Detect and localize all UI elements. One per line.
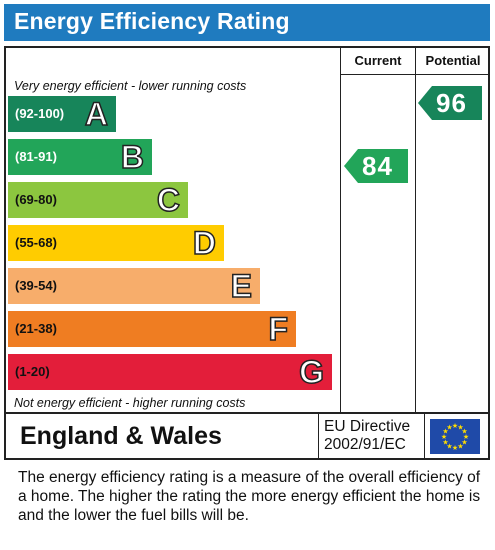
potential-rating-value: 96 xyxy=(436,88,467,118)
band-letter: E xyxy=(230,267,253,305)
band-letter: B xyxy=(120,138,145,176)
band-range: (92-100) xyxy=(15,106,65,121)
band-letter: G xyxy=(298,353,324,391)
header-underline xyxy=(340,74,488,75)
band-g: (1-20) G xyxy=(8,353,332,391)
band-b: (81-91) B xyxy=(8,138,152,176)
potential-arrow-shape xyxy=(418,86,482,120)
band-range: (39-54) xyxy=(15,278,57,293)
directive-line-2: 2002/91/EC xyxy=(324,436,406,453)
band-d: (55-68) D xyxy=(8,224,224,262)
current-rating-value: 84 xyxy=(362,151,393,181)
eu-star-icon: ★ xyxy=(461,428,467,436)
eu-flag-icon: ★ ★ ★ ★ ★ ★ ★ ★ ★ ★ ★ ★ xyxy=(430,419,480,454)
band-range: (1-20) xyxy=(15,364,50,379)
band-range: (69-80) xyxy=(15,192,57,207)
eu-star-icon: ★ xyxy=(446,423,452,431)
bottom-note: Not energy efficient - higher running co… xyxy=(14,396,246,410)
band-f: (21-38) F xyxy=(8,310,296,348)
eu-star-icon: ★ xyxy=(461,439,467,447)
band-letter: A xyxy=(84,95,109,133)
band-letter: D xyxy=(192,224,217,262)
top-note: Very energy efficient - lower running co… xyxy=(14,79,247,93)
footer-bar: England & Wales EU Directive 2002/91/EC … xyxy=(4,414,490,460)
eu-star-icon: ★ xyxy=(442,439,448,447)
column-current-label: Current xyxy=(354,53,402,68)
region-label: England & Wales xyxy=(20,422,222,450)
divider-current xyxy=(340,48,341,412)
band-c: (69-80) C xyxy=(8,181,188,219)
eu-star-icon: ★ xyxy=(457,443,463,451)
description-text: The energy efficiency rating is a measur… xyxy=(18,469,481,524)
eu-star-icon: ★ xyxy=(446,443,452,451)
eu-star-icon: ★ xyxy=(442,428,448,436)
eu-star-icon: ★ xyxy=(452,444,458,452)
eu-star-icon: ★ xyxy=(457,423,463,431)
column-potential-label: Potential xyxy=(425,53,481,68)
current-arrow-shape xyxy=(344,149,408,183)
eu-star-icon: ★ xyxy=(441,433,447,441)
footer-divider-1 xyxy=(318,414,319,458)
band-range: (55-68) xyxy=(15,235,57,250)
header-bar: Energy Efficiency Rating xyxy=(4,4,490,41)
eu-star-icon: ★ xyxy=(463,433,469,441)
divider-potential xyxy=(415,48,416,412)
page-title: Energy Efficiency Rating xyxy=(14,8,290,34)
band-a: (92-100) A xyxy=(8,95,116,133)
band-e: (39-54) E xyxy=(8,267,260,305)
band-letter: F xyxy=(268,310,289,348)
band-range: (21-38) xyxy=(15,321,57,336)
directive-label: EU Directive 2002/91/EC xyxy=(324,418,410,454)
band-letter: C xyxy=(156,181,181,219)
directive-line-1: EU Directive xyxy=(324,418,411,435)
rating-chart: Current Potential Very energy efficient … xyxy=(4,46,490,414)
eu-stars-icon: ★★★★★★★★★ ★ ★★ xyxy=(441,422,469,452)
eu-star-icon: ★ xyxy=(452,422,458,430)
band-range: (81-91) xyxy=(15,149,57,164)
footer-divider-2 xyxy=(424,414,425,458)
